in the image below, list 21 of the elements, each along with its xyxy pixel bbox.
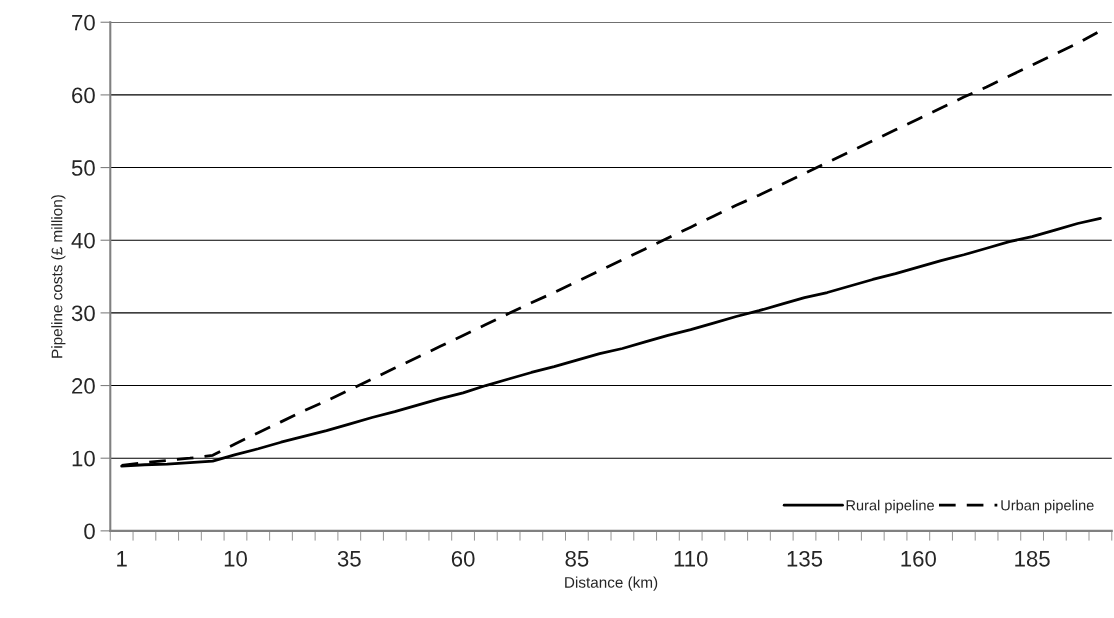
y-tick-label: 70 — [72, 14, 95, 31]
x-tick-label: 10 — [224, 550, 247, 567]
y-tick-label: 60 — [72, 87, 95, 104]
legend-label: Rural pipeline — [846, 499, 934, 514]
x-tick-label: 185 — [1015, 550, 1050, 567]
x-tick-label: 85 — [565, 550, 589, 567]
x-tick-label: 1 — [117, 551, 127, 567]
legend-label: Urban pipeline — [1001, 499, 1094, 514]
y-axis-title: Pipeline costs (£ million) — [51, 195, 66, 358]
x-tick-label: 110 — [674, 550, 708, 567]
x-tick-label: 35 — [337, 550, 361, 567]
y-tick-label: 10 — [72, 450, 95, 467]
y-tick-label: 0 — [84, 523, 95, 540]
x-tick-label: 60 — [451, 550, 475, 567]
x-tick-label: 135 — [787, 550, 823, 567]
y-tick-label: 40 — [71, 232, 95, 249]
x-axis-title: Distance (km) — [565, 576, 658, 591]
y-tick-label: 30 — [71, 305, 95, 322]
x-tick-label: 160 — [901, 550, 936, 567]
y-tick-label: 20 — [72, 378, 95, 394]
y-tick-label: 50 — [71, 160, 95, 176]
